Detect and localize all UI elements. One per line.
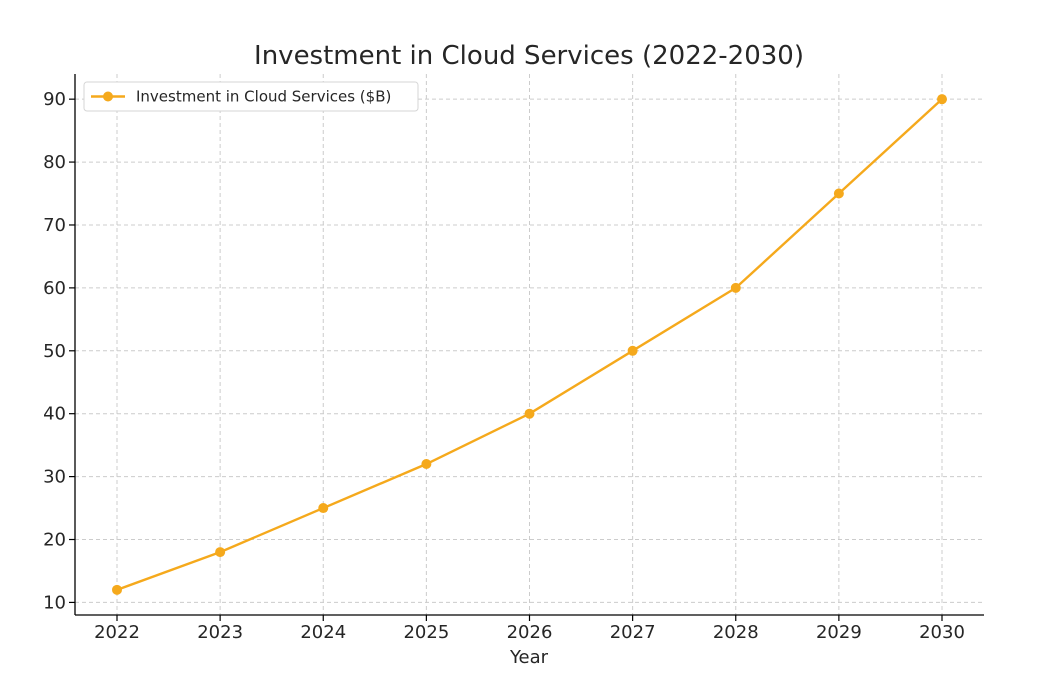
data-point <box>937 94 947 105</box>
data-point <box>318 503 329 514</box>
y-tick-label: 20 <box>43 530 66 551</box>
y-tick-label: 40 <box>43 404 66 425</box>
legend-box <box>83 81 419 112</box>
legend: Investment in Cloud Services ($B) <box>83 81 419 112</box>
y-tick-label: 80 <box>43 152 66 173</box>
x-tick-label: 2029 <box>816 622 862 643</box>
y-tick-label: 90 <box>43 89 66 110</box>
x-tick-label: 2025 <box>403 622 449 643</box>
x-tick-label: 2024 <box>300 622 346 643</box>
data-point <box>112 584 122 595</box>
legend-label: Investment in Cloud Services ($B) <box>136 88 391 106</box>
x-axis-label: Year <box>509 647 549 668</box>
x-tick-label: 2022 <box>94 622 140 643</box>
data-point <box>833 188 844 199</box>
x-tick-label: 2026 <box>507 622 553 643</box>
y-tick-label: 10 <box>43 592 66 613</box>
chart-title: Investment in Cloud Services (2022-2030) <box>254 41 804 71</box>
axes: 2022 2023 2024 2025 2026 2027 2028 2029 20301020… <box>43 74 984 643</box>
y-tick-label: 60 <box>43 278 66 299</box>
y-tick-label: 70 <box>43 215 66 236</box>
x-tick-label: 2030 <box>919 622 965 643</box>
x-tick-label: 2023 <box>197 622 243 643</box>
data-point <box>730 282 741 293</box>
y-tick-label: 50 <box>43 341 66 362</box>
data-point <box>524 408 535 419</box>
series <box>112 94 947 595</box>
legend-marker <box>103 91 113 102</box>
grid <box>75 74 984 615</box>
data-point <box>215 547 226 558</box>
x-tick-label: 2027 <box>610 622 656 643</box>
y-tick-label: 30 <box>43 467 66 488</box>
x-tick-label: 2028 <box>713 622 759 643</box>
data-point <box>627 345 638 356</box>
data-point <box>421 459 432 470</box>
